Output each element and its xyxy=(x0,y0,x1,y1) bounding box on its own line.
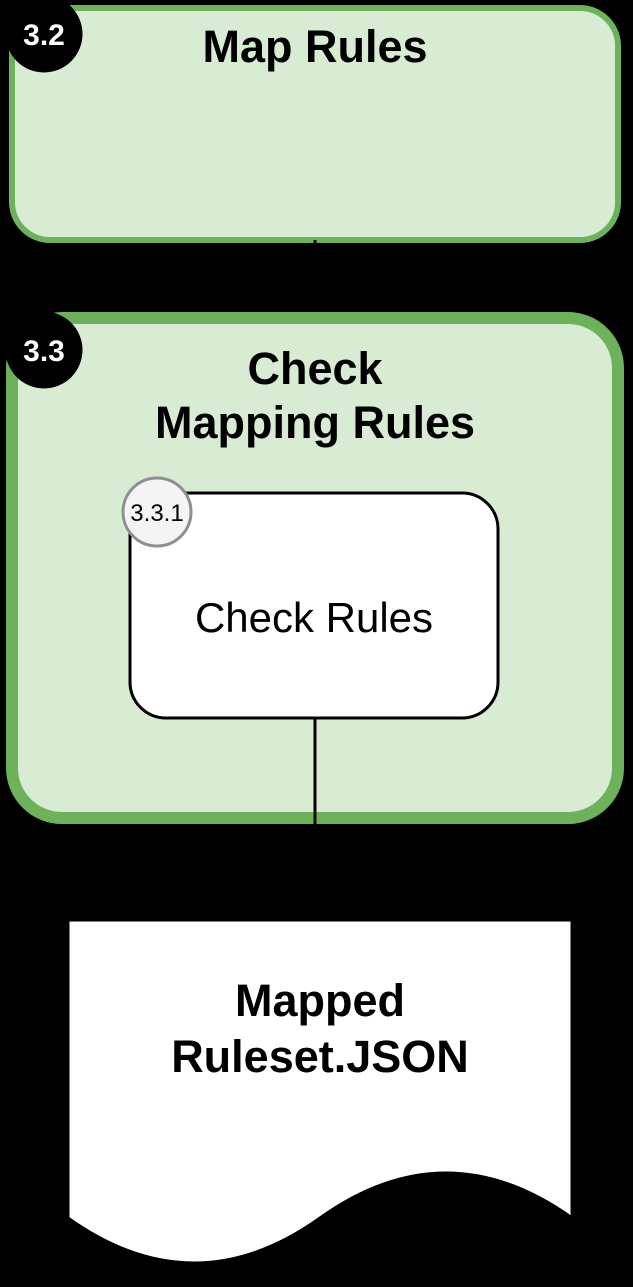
node-title: Map Rules xyxy=(202,21,427,72)
node-title-line2: Mapping Rules xyxy=(155,397,475,448)
document-icon xyxy=(68,920,572,1263)
node-title-line1: Check xyxy=(247,343,383,394)
node-mapped-ruleset-json: Mapped Ruleset.JSON xyxy=(68,920,572,1263)
node-title-line2: Ruleset.JSON xyxy=(171,1031,469,1082)
step-badge: 3.3 xyxy=(6,312,82,388)
step-badge-label: 3.3 xyxy=(23,335,65,368)
node-title-line1: Mapped xyxy=(235,975,405,1026)
node-check-mapping-rules: 3.3 Check Mapping Rules 3.3.1 Check Rule… xyxy=(6,312,618,818)
step-badge: 3.3.1 xyxy=(123,478,191,546)
step-badge-label: 3.3.1 xyxy=(130,500,183,527)
node-title: Check Rules xyxy=(195,594,433,641)
flowchart-canvas: 3.2 Map Rules 3.3 Check Mapping Rules 3.… xyxy=(0,0,633,1287)
node-check-rules: 3.3.1 Check Rules xyxy=(123,478,498,718)
node-map-rules: 3.2 Map Rules xyxy=(6,0,618,240)
edge-map-to-check xyxy=(308,240,323,318)
step-badge: 3.2 xyxy=(6,0,82,72)
step-badge-label: 3.2 xyxy=(23,19,65,52)
